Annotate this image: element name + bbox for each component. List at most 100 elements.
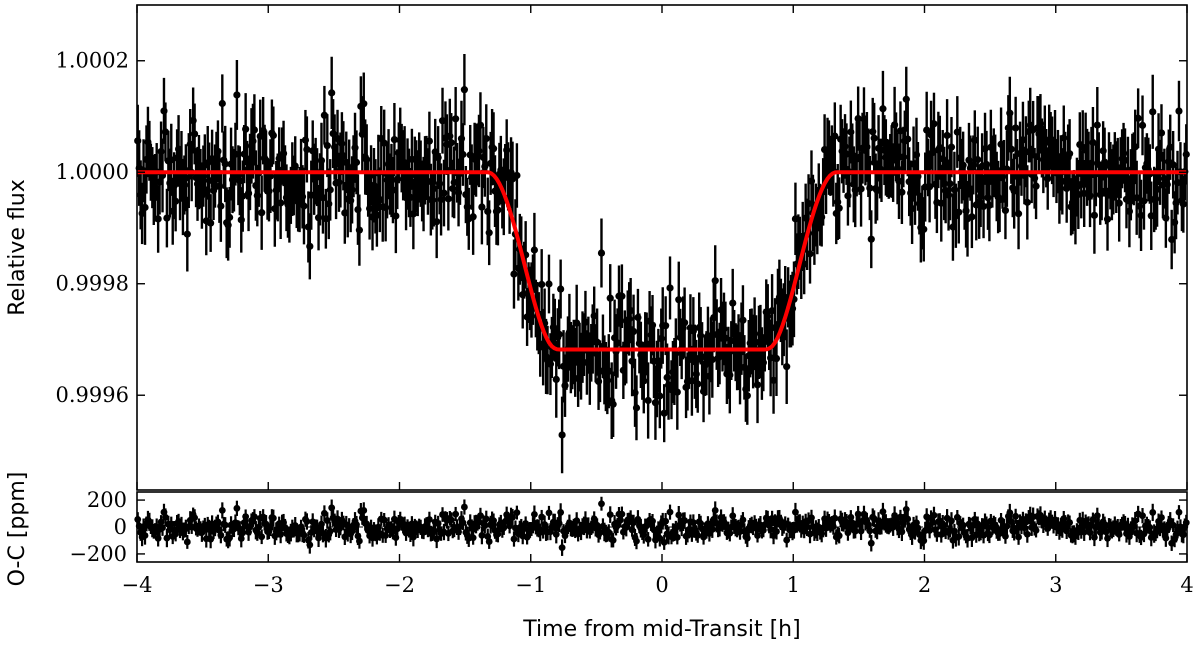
- flux-point: [1087, 159, 1096, 167]
- flux-point: [740, 363, 748, 371]
- residual-point: [1175, 508, 1183, 516]
- flux-point: [538, 280, 546, 289]
- flux-point: [644, 396, 652, 405]
- flux-point: [523, 313, 531, 321]
- residual-point: [711, 507, 719, 514]
- flux-point: [936, 144, 944, 152]
- flux-point: [1173, 179, 1182, 187]
- flux-point: [1143, 159, 1151, 168]
- residual-point: [681, 517, 689, 524]
- flux-point: [145, 147, 153, 155]
- residual-point: [1162, 534, 1170, 542]
- flux-point: [242, 125, 250, 133]
- residual-point: [1179, 531, 1187, 539]
- flux-point: [363, 155, 371, 164]
- flux-point: [880, 146, 888, 154]
- flux-point: [191, 130, 199, 138]
- flux-point: [697, 332, 705, 340]
- flux-point: [446, 132, 454, 140]
- flux-point: [449, 184, 457, 193]
- flux-point: [1035, 130, 1043, 138]
- flux-point: [702, 359, 711, 367]
- flux-point: [463, 203, 471, 211]
- flux-point: [837, 135, 845, 143]
- residual-point: [561, 532, 569, 540]
- flux-point: [1162, 214, 1170, 222]
- flux-point: [759, 359, 767, 367]
- residual-point: [644, 535, 652, 543]
- flux-point: [144, 138, 152, 146]
- flux-point: [1022, 148, 1030, 156]
- residual-point: [930, 511, 938, 519]
- flux-point: [807, 177, 816, 185]
- flux-point: [775, 293, 783, 301]
- flux-point: [425, 137, 433, 145]
- flux-point: [1051, 138, 1059, 146]
- flux-point: [743, 392, 751, 400]
- residual-point: [1090, 534, 1098, 541]
- flux-point: [561, 382, 569, 390]
- flux-point: [695, 323, 703, 332]
- residual-point: [808, 514, 815, 522]
- flux-point: [896, 127, 905, 135]
- x-tick-label: 2: [918, 573, 931, 597]
- flux-point: [953, 128, 961, 136]
- flux-point: [583, 358, 591, 367]
- flux-point: [253, 191, 261, 200]
- residual-point: [672, 524, 680, 532]
- residual-point: [530, 510, 538, 518]
- flux-point: [888, 157, 896, 166]
- flux-point: [1007, 145, 1015, 153]
- residual-point: [634, 515, 642, 523]
- flux-point: [1138, 121, 1147, 129]
- flux-point: [258, 209, 266, 217]
- flux-point: [230, 176, 238, 184]
- flux-point: [430, 184, 438, 193]
- residual-point: [506, 522, 514, 530]
- residual-point: [269, 514, 277, 522]
- flux-point: [300, 202, 308, 210]
- residual-point: [857, 527, 865, 535]
- flux-point: [979, 202, 988, 211]
- flux-point: [721, 334, 730, 342]
- residual-point: [233, 504, 241, 512]
- flux-point: [998, 173, 1007, 181]
- flux-point: [666, 284, 674, 292]
- residual-point: [303, 518, 311, 525]
- flux-point: [699, 387, 708, 395]
- residual-point: [996, 530, 1004, 538]
- residual-point: [565, 519, 573, 527]
- flux-point: [950, 186, 958, 194]
- flux-point: [631, 389, 639, 397]
- flux-point: [186, 140, 194, 148]
- flux-point: [869, 128, 877, 136]
- flux-point: [565, 328, 573, 336]
- flux-point: [1179, 200, 1187, 208]
- flux-point: [1102, 188, 1110, 196]
- flux-point: [406, 193, 415, 202]
- flux-point: [179, 193, 187, 201]
- flux-point: [605, 367, 613, 375]
- flux-point: [662, 322, 670, 330]
- flux-point: [851, 186, 859, 194]
- flux-point: [546, 360, 555, 368]
- flux-point: [909, 160, 918, 168]
- flux-point: [947, 143, 956, 151]
- flux-point: [450, 178, 458, 186]
- residual-point: [673, 533, 681, 541]
- residual-point: [609, 536, 617, 544]
- flux-point: [643, 340, 651, 348]
- flux-point: [632, 404, 641, 412]
- flux-point: [571, 358, 579, 367]
- flux-point: [905, 178, 913, 186]
- residual-y-tick-label: 0: [114, 515, 127, 539]
- flux-point: [915, 200, 923, 208]
- flux-point: [694, 380, 702, 388]
- residual-point: [207, 535, 215, 543]
- flux-point: [1058, 177, 1066, 185]
- flux-point: [333, 135, 342, 143]
- flux-point: [460, 86, 468, 94]
- flux-point: [384, 160, 393, 168]
- residual-point: [485, 538, 493, 545]
- residual-point: [1007, 518, 1015, 525]
